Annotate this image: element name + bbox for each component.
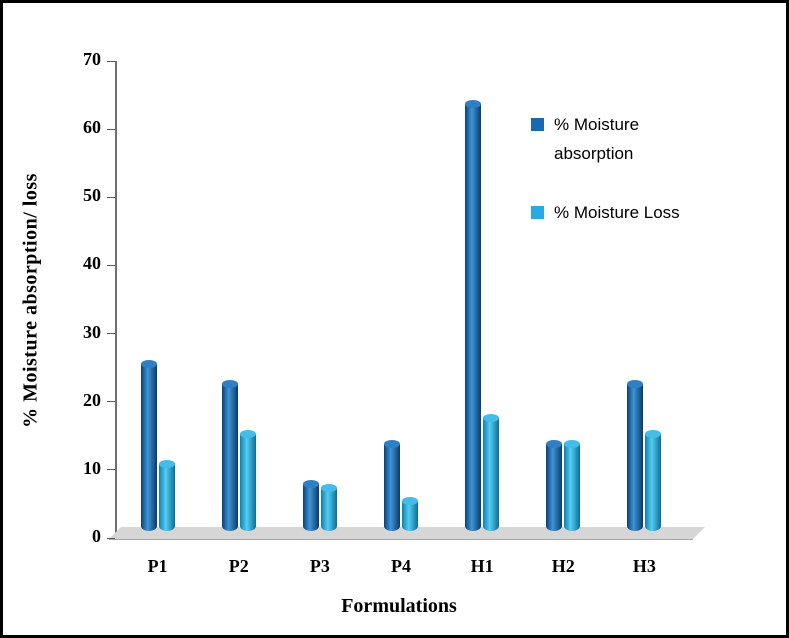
x-category-label: H1 [470,556,494,576]
bar-top-cap [402,496,418,505]
bar-H3-series0 [627,380,644,531]
legend-entry-loss: % Moisture Loss [531,199,701,228]
y-axis-tick [107,333,115,335]
bar-top-cap [239,430,256,439]
y-tick-label: 20 [83,389,101,410]
x-axis-title: Formulations [341,595,457,617]
x-category-label: P1 [147,556,168,576]
bar-H2-series0 [546,440,563,531]
y-axis-tick [107,401,115,403]
bar-top-cap [384,440,400,449]
x-category-label: H3 [632,556,656,576]
y-tick-label: 0 [92,526,101,546]
bar-top-cap [546,440,563,449]
legend-swatch-loss-icon [531,205,544,219]
y-tick-label: 50 [83,185,101,206]
y-tick-label: 70 [83,49,101,69]
chart-floor-edge [109,539,693,540]
y-tick-label: 30 [83,321,101,342]
bar-P3-series0 [302,480,319,531]
y-axis-title: % Moisture absorption/ loss [19,173,42,428]
legend-swatch-absorption-icon [531,118,544,131]
y-axis-tick [107,128,115,130]
x-category-label: P2 [228,556,249,576]
bar-P1-series0 [140,360,157,531]
y-tick-label: 60 [83,117,101,138]
plot-area: 0 10 20 30 40 50 60 70 P1 P2 P3 P4 H1 H2 H3 [83,49,685,576]
y-tick-label: 40 [83,253,101,274]
bar-H3-series1 [645,430,662,531]
x-category-label: P4 [390,556,411,576]
y-axis-tick [107,196,115,198]
bar-top-cap [564,440,581,449]
y-axis-tick [107,264,115,266]
bar-top-cap [302,480,319,489]
bar-top-cap [483,413,500,422]
bar-top-cap [320,483,337,492]
bar-P4-series0 [384,440,400,531]
bar-H1-series1 [483,413,500,531]
x-category-label: H2 [551,556,575,576]
bar-top-cap [465,100,482,109]
bar-P3-series1 [320,483,337,531]
bar-H2-series1 [564,440,581,531]
bar-top-cap [158,460,175,469]
x-category-label: P3 [309,556,330,576]
bar-top-cap [627,380,644,389]
bar-P2-series0 [221,380,238,531]
bar-H1-series0 [465,100,482,531]
y-axis-tick [107,537,115,539]
bar-top-cap [645,430,662,439]
y-axis-tick [107,469,115,471]
legend: % Moisture absorption % Moisture Loss [531,111,701,228]
legend-label-absorption: % Moisture absorption [554,115,640,163]
legend-label-loss: % Moisture Loss [554,202,680,222]
y-axis-tick [107,60,115,62]
bar-top-cap [221,380,238,389]
bar-P1-series1 [158,460,175,531]
bar-P2-series1 [239,430,256,531]
legend-entry-absorption: % Moisture absorption [531,111,701,169]
bar-top-cap [140,360,157,369]
bar-P4-series1 [402,496,418,531]
y-tick-label: 10 [83,457,101,478]
